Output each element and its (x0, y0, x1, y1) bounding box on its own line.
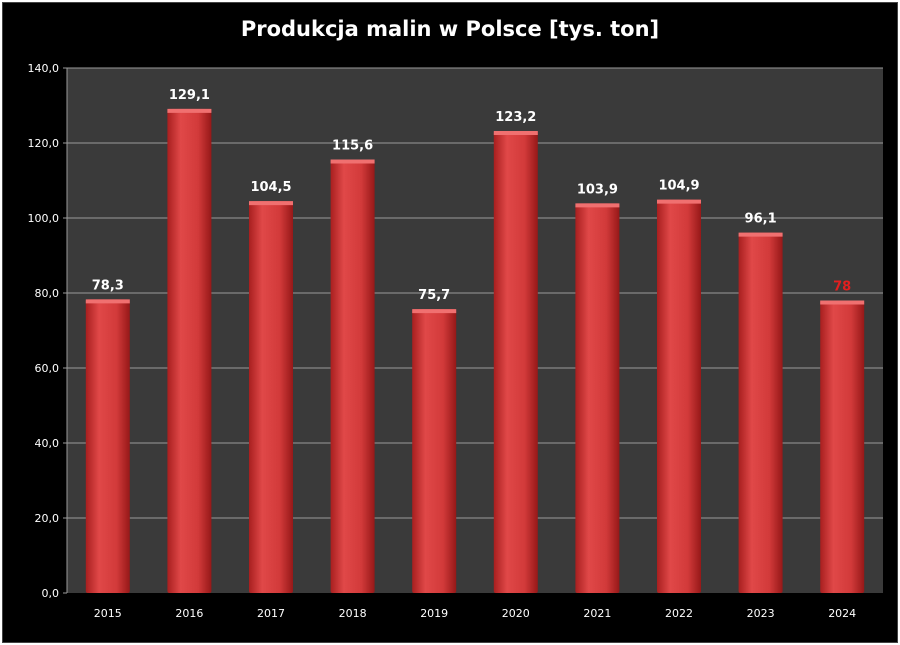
x-tick-label: 2019 (420, 607, 448, 620)
bar-2015 (85, 299, 130, 593)
bar-2017 (249, 201, 293, 593)
bar-2018 (330, 159, 375, 593)
y-tick-label: 100,0 (28, 212, 60, 225)
bar-top-highlight (657, 199, 701, 204)
bar-top-highlight (575, 203, 620, 208)
bar-2021 (575, 203, 620, 593)
bar-top-highlight (738, 232, 783, 237)
x-tick-label: 2015 (94, 607, 122, 620)
bar-2023 (738, 232, 783, 593)
data-label: 78,3 (92, 278, 124, 293)
bar-chart: 0,0 20,0 40,0 60,0 80,0 100,0 120,0 140,0 78,3 20… (28, 62, 883, 620)
bar-top-highlight (85, 299, 130, 304)
y-tick-label: 120,0 (28, 137, 60, 150)
data-label: 78 (833, 280, 851, 295)
bar-top-highlight (167, 108, 212, 113)
bar-2024 (820, 300, 865, 593)
x-tick-label: 2023 (747, 607, 775, 620)
data-label: 123,2 (495, 110, 536, 125)
data-label: 115,6 (332, 139, 373, 154)
y-tick-label: 80,0 (35, 287, 60, 300)
data-label: 104,5 (250, 180, 291, 195)
y-tick-label: 0,0 (42, 587, 60, 600)
x-tick-label: 2020 (502, 607, 530, 620)
data-label: 129,1 (169, 88, 210, 103)
y-tick-label: 60,0 (35, 362, 60, 375)
x-tick-label: 2016 (175, 607, 203, 620)
x-tick-label: 2022 (665, 607, 693, 620)
y-tick-label: 20,0 (35, 512, 60, 525)
y-tick-label: 140,0 (28, 62, 60, 75)
bar-2022 (657, 199, 701, 593)
y-tick-label: 40,0 (35, 437, 60, 450)
data-label: 96,1 (745, 212, 777, 227)
bar-top-highlight (493, 131, 538, 135)
data-label: 75,7 (418, 288, 450, 303)
x-tick-label: 2018 (339, 607, 367, 620)
bar-2020 (493, 131, 538, 593)
data-label: 104,9 (658, 179, 699, 194)
chart-title: Produkcja malin w Polsce [tys. ton] (240, 17, 660, 41)
bar-top-highlight (412, 309, 457, 314)
bar-2016 (167, 108, 212, 593)
bar-2019 (412, 309, 457, 593)
x-tick-label: 2024 (828, 607, 856, 620)
data-label: 103,9 (577, 182, 618, 197)
x-tick-label: 2021 (583, 607, 611, 620)
bar-top-highlight (330, 159, 375, 164)
bar-top-highlight (249, 201, 293, 206)
bar-top-highlight (820, 300, 865, 305)
x-tick-label: 2017 (257, 607, 285, 620)
